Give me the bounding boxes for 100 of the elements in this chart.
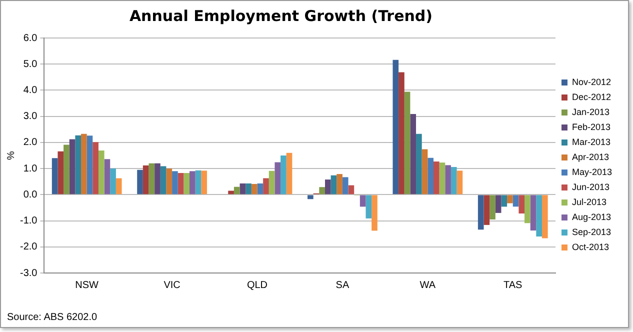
legend-label: May-2013 (572, 166, 612, 177)
bar (104, 159, 110, 194)
bar (64, 144, 70, 194)
bar (195, 170, 202, 194)
bar (251, 184, 258, 194)
bar (524, 195, 530, 224)
bar (190, 171, 196, 194)
bar (116, 178, 122, 194)
legend-label: Feb-2013 (572, 122, 611, 132)
bar (433, 162, 440, 194)
bar (240, 183, 246, 194)
bar (439, 162, 446, 194)
legend-label: Aug-2013 (572, 212, 612, 222)
bar (490, 195, 496, 220)
bar (69, 139, 76, 194)
bar (52, 158, 58, 194)
bar (456, 170, 463, 194)
bar (422, 149, 428, 194)
legend-label: Sep-2013 (572, 226, 612, 237)
y-axis-title: % (6, 150, 17, 160)
bar (330, 175, 337, 194)
bar (308, 195, 314, 200)
bar (137, 170, 143, 194)
y-tick-label: -2.0 (20, 242, 38, 253)
bar (512, 195, 519, 207)
legend-label: Oct-2013 (572, 242, 610, 252)
x-tick-label: VIC (164, 280, 180, 291)
bar (319, 187, 325, 194)
bar (160, 166, 166, 194)
bar (372, 195, 378, 231)
bar (518, 195, 525, 214)
bar (501, 195, 508, 207)
bar (445, 165, 451, 194)
bar (324, 180, 331, 194)
bar (228, 190, 234, 194)
bar (450, 166, 457, 194)
x-tick-label: SA (336, 280, 350, 291)
y-tick-label: 0.0 (23, 189, 38, 200)
legend-label: Dec-2012 (572, 92, 612, 102)
legend-label: Nov-2012 (572, 76, 612, 87)
bar (336, 174, 342, 194)
y-tick-label: -1.0 (20, 216, 38, 227)
bar (342, 177, 348, 194)
bar (495, 195, 502, 213)
x-tick-label: NSW (75, 280, 100, 291)
legend-label: Mar-2013 (572, 136, 611, 147)
bar (148, 163, 155, 194)
y-tick-label: 2.0 (23, 137, 38, 148)
y-tick-label: 6.0 (23, 32, 38, 44)
bar (286, 152, 292, 194)
bar (428, 158, 434, 194)
x-tick-label: WA (420, 280, 436, 291)
bar (263, 178, 269, 194)
chart-title: Annual Employment Growth (Trend) (128, 7, 434, 25)
bar (92, 142, 98, 194)
bar (234, 186, 240, 194)
bar (81, 134, 87, 194)
legend-label: Jan-2013 (572, 106, 610, 117)
bar (530, 195, 536, 230)
bar (98, 150, 104, 194)
bar (110, 168, 116, 194)
bar (201, 170, 207, 194)
bar (348, 185, 354, 194)
bar (75, 135, 82, 194)
bar (360, 195, 366, 207)
bar (172, 171, 178, 194)
y-tick-label: 4.0 (23, 84, 38, 96)
legend-label: Apr-2013 (572, 152, 610, 162)
bar (142, 165, 149, 194)
bar (366, 195, 372, 218)
bar (392, 60, 399, 194)
bar (478, 195, 484, 230)
bar (246, 183, 252, 194)
y-tick-label: -3.0 (20, 268, 38, 279)
y-tick-label: 5.0 (23, 58, 38, 70)
bar (416, 134, 422, 194)
bar (536, 195, 542, 236)
y-tick-label: 3.0 (23, 111, 38, 122)
bar (257, 183, 264, 194)
bar (178, 172, 184, 194)
source-note: Source: ABS 6202.0 (7, 312, 98, 323)
bar (184, 172, 190, 194)
bar (280, 156, 286, 194)
bar (274, 162, 281, 194)
bar (484, 195, 490, 225)
bar (542, 195, 548, 238)
bar (410, 114, 416, 194)
bar (154, 163, 160, 194)
bar (58, 151, 64, 194)
bar (398, 72, 404, 194)
bar (166, 168, 172, 194)
x-tick-label: QLD (246, 280, 268, 291)
y-tick-label: 1.0 (23, 163, 38, 174)
bar (268, 170, 275, 194)
bar (404, 92, 410, 194)
legend-label: Jul-2013 (572, 196, 607, 207)
legend-label: Jun-2013 (572, 182, 610, 192)
bar (86, 136, 93, 194)
bar (507, 195, 513, 204)
x-tick-label: TAS (504, 280, 523, 291)
